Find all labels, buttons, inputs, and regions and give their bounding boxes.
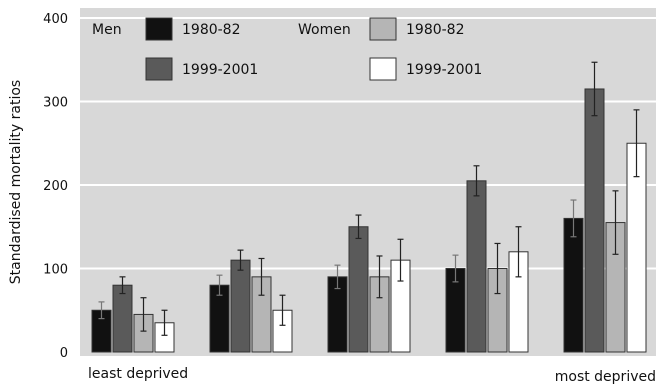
bar — [563, 217, 584, 353]
error-bar — [216, 274, 223, 296]
error-bar — [376, 255, 383, 299]
y-axis-label: Standardised mortality ratios — [8, 80, 24, 284]
error-bar — [473, 165, 480, 197]
y-tick-label: 400 — [43, 12, 68, 27]
error-bar — [258, 257, 265, 296]
y-axis-ticks: 0 100 200 300 400 — [43, 12, 68, 361]
legend-men-label: Men — [92, 22, 122, 38]
error-bar — [140, 297, 147, 332]
bar — [584, 88, 605, 353]
bar — [230, 259, 251, 353]
error-bar — [591, 61, 598, 117]
error-bar — [494, 242, 501, 295]
legend-swatch — [369, 57, 397, 81]
error-bar — [334, 264, 341, 290]
error-bar — [515, 226, 522, 278]
legend-swatch — [145, 57, 173, 81]
error-bar — [355, 214, 362, 240]
error-bar — [612, 190, 619, 255]
error-bar — [161, 309, 168, 336]
error-bar — [98, 301, 105, 320]
legend: Men Women 1980-82 1999-2001 1980-82 1999-2001 — [92, 17, 482, 81]
legend-entry-label: 1980-82 — [406, 22, 465, 38]
x-label-least-deprived: least deprived — [88, 366, 188, 382]
legend-swatch — [145, 17, 173, 41]
gridlines — [80, 17, 656, 270]
error-bar — [119, 276, 126, 295]
y-tick-label: 100 — [43, 263, 68, 278]
legend-entry-label: 1999-2001 — [406, 62, 482, 78]
legend-entry-label: 1999-2001 — [182, 62, 258, 78]
bar — [466, 180, 487, 353]
error-bar — [279, 294, 286, 326]
error-bar — [237, 249, 244, 271]
error-bar — [570, 199, 577, 238]
legend-women-label: Women — [298, 22, 351, 38]
bar — [348, 226, 369, 353]
bars — [91, 61, 647, 353]
y-tick-label: 200 — [43, 179, 68, 194]
error-bar — [397, 238, 404, 282]
error-bar — [452, 254, 459, 283]
error-bar — [633, 109, 640, 178]
y-tick-label: 0 — [60, 346, 68, 361]
legend-entry-label: 1980-82 — [182, 22, 241, 38]
x-label-most-deprived: most deprived — [555, 369, 656, 385]
legend-swatch — [369, 17, 397, 41]
y-tick-label: 300 — [43, 96, 68, 111]
bar — [112, 284, 133, 353]
